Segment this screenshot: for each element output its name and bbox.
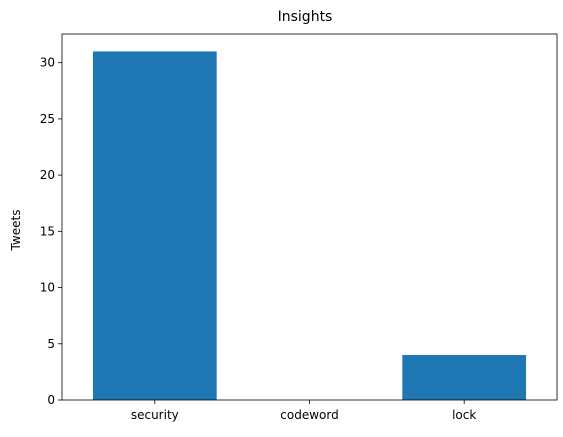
y-tick-label: 10 bbox=[40, 281, 55, 295]
y-tick-label: 0 bbox=[47, 393, 55, 407]
chart-title: Insights bbox=[278, 9, 333, 25]
y-tick-label: 30 bbox=[40, 56, 55, 70]
x-tick-label: lock bbox=[452, 408, 476, 422]
y-tick-label: 20 bbox=[40, 168, 55, 182]
x-tick-label: codeword bbox=[280, 408, 338, 422]
x-tick-label: security bbox=[131, 408, 179, 422]
y-axis: 0 5 10 15 20 25 30 bbox=[40, 56, 62, 407]
x-axis: security codeword lock bbox=[131, 400, 476, 422]
bars-layer bbox=[92, 51, 527, 401]
bar-security bbox=[92, 51, 217, 401]
y-axis-label: Tweets bbox=[9, 210, 23, 252]
plot-frame bbox=[61, 33, 558, 401]
y-tick-label: 25 bbox=[40, 112, 55, 126]
bar-lock bbox=[402, 355, 527, 400]
y-tick-label: 5 bbox=[47, 337, 55, 351]
y-tick-label: 15 bbox=[40, 224, 55, 238]
